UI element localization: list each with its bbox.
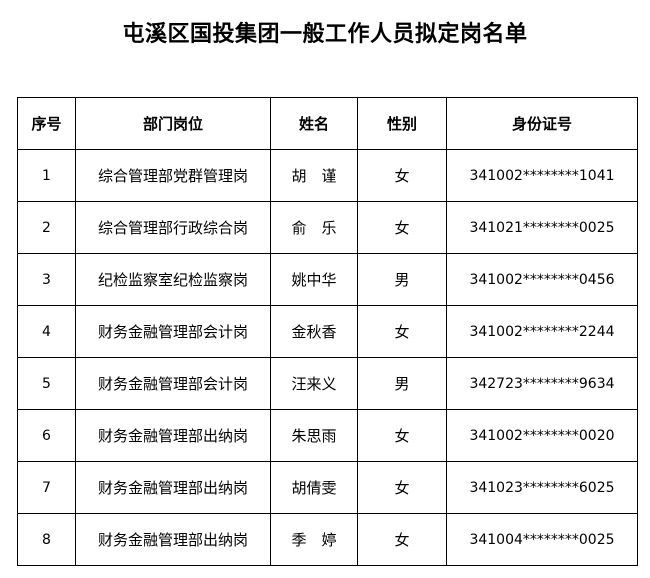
cell-id-number: 341004********0025 bbox=[446, 513, 638, 566]
cell-gender: 女 bbox=[357, 305, 447, 358]
cell-index: 1 bbox=[17, 149, 76, 202]
cell-id-number: 341002********1041 bbox=[446, 149, 638, 202]
cell-gender: 女 bbox=[357, 461, 447, 514]
cell-index: 8 bbox=[17, 513, 76, 566]
cell-id-number: 341023********6025 bbox=[446, 461, 638, 514]
cell-id-number: 341002********0020 bbox=[446, 409, 638, 462]
cell-index: 4 bbox=[17, 305, 76, 358]
cell-name: 季 婷 bbox=[270, 513, 358, 566]
cell-name: 胡倩雯 bbox=[270, 461, 358, 514]
cell-name: 姚中华 bbox=[270, 253, 358, 306]
table-row: 1 综合管理部党群管理岗胡 谨女 341002********1041 bbox=[17, 149, 638, 202]
table-row: 2 综合管理部行政综合岗俞 乐女 341021********0025 bbox=[17, 201, 638, 254]
cell-position: 财务金融管理部会计岗 bbox=[75, 305, 271, 358]
cell-index: 7 bbox=[17, 461, 76, 514]
cell-gender: 女 bbox=[357, 201, 447, 254]
cell-id-number: 341002********0456 bbox=[446, 253, 638, 306]
page-title: 屯溪区国投集团一般工作人员拟定岗名单 bbox=[122, 21, 528, 47]
cell-name: 胡 谨 bbox=[270, 149, 358, 202]
cell-gender: 女 bbox=[357, 513, 447, 566]
cell-id-number: 341002********2244 bbox=[446, 305, 638, 358]
header-gender: 性别 bbox=[357, 97, 447, 150]
cell-name: 朱思雨 bbox=[270, 409, 358, 462]
header-index: 序号 bbox=[17, 97, 76, 150]
table-row: 5 财务金融管理部会计岗 汪来义男 342723********9634 bbox=[17, 357, 638, 410]
cell-index: 5 bbox=[17, 357, 76, 410]
cell-gender: 男 bbox=[357, 253, 447, 306]
header-id-number: 身份证号 bbox=[446, 97, 638, 150]
table-row: 3 纪检监察室纪检监察岗 姚中华男 341002********0456 bbox=[17, 253, 638, 306]
table-row: 8 财务金融管理部出纳岗季 婷女 341004********0025 bbox=[17, 513, 638, 566]
cell-name: 金秋香 bbox=[270, 305, 358, 358]
cell-index: 2 bbox=[17, 201, 76, 254]
cell-position: 综合管理部党群管理岗 bbox=[75, 149, 271, 202]
table-row: 6 财务金融管理部出纳岗 朱思雨女 341002********0020 bbox=[17, 409, 638, 462]
staff-table: 序号 部门岗位 姓名 性别 身份证号 1 综合管理部党群管理岗胡 谨女 341002… bbox=[17, 97, 638, 566]
cell-position: 财务金融管理部出纳岗 bbox=[75, 409, 271, 462]
cell-id-number: 342723********9634 bbox=[446, 357, 638, 410]
cell-index: 6 bbox=[17, 409, 76, 462]
cell-gender: 女 bbox=[357, 149, 447, 202]
cell-index: 3 bbox=[17, 253, 76, 306]
cell-position: 财务金融管理部出纳岗 bbox=[75, 513, 271, 566]
header-position: 部门岗位 bbox=[75, 97, 271, 150]
cell-id-number: 341021********0025 bbox=[446, 201, 638, 254]
cell-name: 汪来义 bbox=[270, 357, 358, 410]
cell-name: 俞 乐 bbox=[270, 201, 358, 254]
table-row: 4 财务金融管理部会计岗 金秋香女 341002********2244 bbox=[17, 305, 638, 358]
cell-gender: 男 bbox=[357, 357, 447, 410]
cell-gender: 女 bbox=[357, 409, 447, 462]
table-row: 7 财务金融管理部出纳岗 胡倩雯女 341023********6025 bbox=[17, 461, 638, 514]
table-header-row: 序号 部门岗位 姓名 性别 身份证号 bbox=[17, 97, 638, 150]
cell-position: 财务金融管理部会计岗 bbox=[75, 357, 271, 410]
cell-position: 综合管理部行政综合岗 bbox=[75, 201, 271, 254]
header-name: 姓名 bbox=[270, 97, 358, 150]
cell-position: 财务金融管理部出纳岗 bbox=[75, 461, 271, 514]
cell-position: 纪检监察室纪检监察岗 bbox=[75, 253, 271, 306]
